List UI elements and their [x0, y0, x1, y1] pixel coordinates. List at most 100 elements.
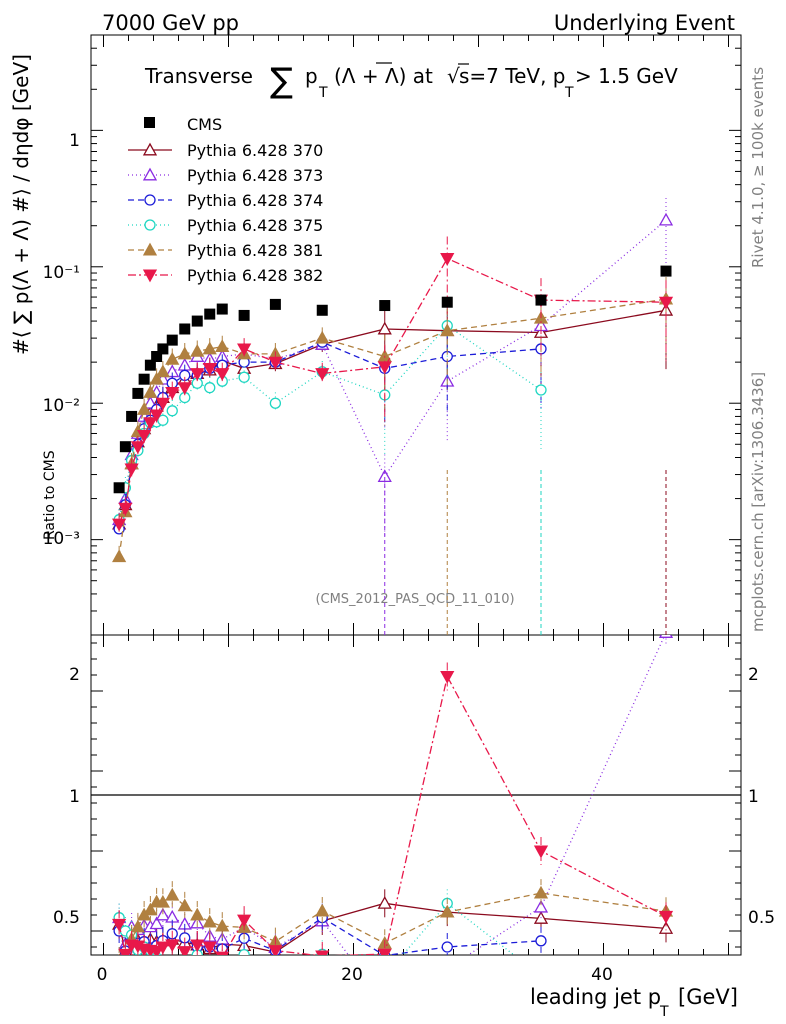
cms-point: [441, 296, 453, 308]
data-point: [658, 212, 674, 226]
data-point: [377, 321, 392, 335]
cms-point: [238, 309, 250, 321]
ratio-point: [533, 845, 549, 859]
ratio-tick-1-right: 1: [748, 787, 759, 807]
ratio-pythia-6.428-375: [113, 889, 546, 986]
data-point: [165, 351, 180, 365]
ratio-point: [658, 921, 674, 934]
cms-point: [191, 315, 203, 327]
title-T2: T: [564, 85, 574, 101]
ratio-point: [440, 671, 455, 684]
energy-label: 7000 GeV pp: [102, 11, 239, 35]
ratio-point: [237, 914, 252, 928]
ratio-point: [533, 885, 549, 899]
ratio-tick-2: 2: [69, 665, 80, 685]
ratio-point: [155, 907, 170, 921]
ratio-tick-labels: 0.5 1 2 0.5 1 2: [53, 665, 775, 928]
legend-marker: [142, 167, 158, 181]
data-point: [377, 469, 392, 483]
ratio-point: [202, 941, 217, 955]
legend-marker: [142, 242, 158, 256]
series-pythia-6.428-382: [112, 236, 674, 532]
process-label: Underlying Event: [554, 11, 735, 35]
legend-marker: [144, 194, 156, 206]
data-point: [268, 356, 283, 370]
series-line: [118, 298, 667, 557]
ratio-tick-0.5-right: 0.5: [748, 908, 775, 928]
ratio-point: [190, 907, 205, 921]
data-point: [177, 346, 192, 360]
title-rest: s=7 TeV, p: [459, 64, 565, 88]
data-point: [157, 414, 169, 426]
ratio-point: [536, 971, 546, 981]
ratio-point: [658, 910, 674, 924]
y-tick-labels: 10⁻³ 10⁻² 10⁻¹ 1: [43, 131, 80, 549]
ratio-point: [441, 941, 453, 953]
legend-marker: [142, 142, 158, 156]
data-point: [165, 386, 180, 400]
x-tick-label-0: 0: [97, 965, 108, 985]
ratio-pythia-6.428-374: [113, 903, 547, 955]
ratio-point: [177, 946, 192, 955]
cms-point: [179, 323, 191, 335]
ratio-point: [180, 956, 190, 966]
data-point: [124, 463, 139, 477]
cms-point: [126, 410, 138, 422]
cms-point: [379, 300, 391, 312]
data-point: [315, 330, 330, 344]
legend-marker: [142, 269, 158, 283]
title-sqrt: √: [447, 64, 460, 88]
series-line: [118, 219, 667, 520]
ratio-point: [533, 899, 549, 913]
ratio-point: [535, 935, 547, 947]
title-prefix: Transverse: [144, 64, 253, 88]
cms-point: [151, 350, 163, 362]
cms-point: [138, 373, 150, 385]
ratio-point: [270, 976, 280, 986]
x-axis-label-unit: [GeV]: [678, 985, 738, 1009]
ratio-point: [215, 918, 230, 932]
y-tick-label-1e-1: 10⁻¹: [43, 263, 80, 283]
title-lambda: (Λ + Λ) at: [334, 64, 433, 88]
series-cms: [113, 265, 672, 494]
cms-point: [535, 294, 547, 306]
legend-label: Pythia 6.428 375: [187, 216, 323, 235]
cms-point: [204, 308, 216, 320]
legend-label: Pythia 6.428 373: [187, 166, 323, 185]
ratio-point: [118, 948, 133, 955]
data-point: [143, 417, 158, 431]
ratio-point: [441, 963, 453, 974]
data-point: [149, 371, 164, 385]
ratio-point: [155, 894, 170, 908]
ratio-tick-2-right: 2: [748, 665, 759, 685]
data-point: [215, 368, 230, 381]
cms-point: [166, 334, 178, 346]
ratio-point: [155, 941, 170, 955]
data-point: [177, 382, 192, 396]
data-point: [190, 368, 205, 381]
data-point: [215, 339, 230, 353]
data-point: [149, 409, 164, 423]
data-point: [658, 296, 674, 310]
x-axis-label: leading jet p: [530, 985, 661, 1009]
title-cut: > 1.5 GeV: [575, 64, 678, 88]
rivet-label: Rivet 4.1.0, ≥ 100k events: [749, 67, 767, 268]
ratio-point: [268, 945, 283, 955]
cms-point: [216, 303, 228, 315]
data-point: [204, 382, 216, 394]
data-point: [315, 368, 330, 381]
data-point: [377, 361, 392, 375]
title-T: T: [318, 85, 328, 101]
ratio-point: [167, 957, 177, 967]
series-pythia-6.428-375: [113, 303, 547, 528]
ratio-point: [177, 898, 192, 912]
ratio-axis-label: Ratio to CMS: [42, 450, 58, 540]
data-point: [112, 518, 127, 532]
legend-label: Pythia 6.428 382: [187, 266, 323, 285]
ratio-point: [315, 950, 330, 955]
legend-marker-cms: [144, 117, 155, 128]
y-tick-label-1e-3: 10⁻³: [43, 529, 80, 549]
plot-title: Transverse ∑ p T (Λ + Λ) at √ s=7 TeV, p…: [144, 61, 678, 101]
ratio-plot-data: [112, 635, 674, 986]
